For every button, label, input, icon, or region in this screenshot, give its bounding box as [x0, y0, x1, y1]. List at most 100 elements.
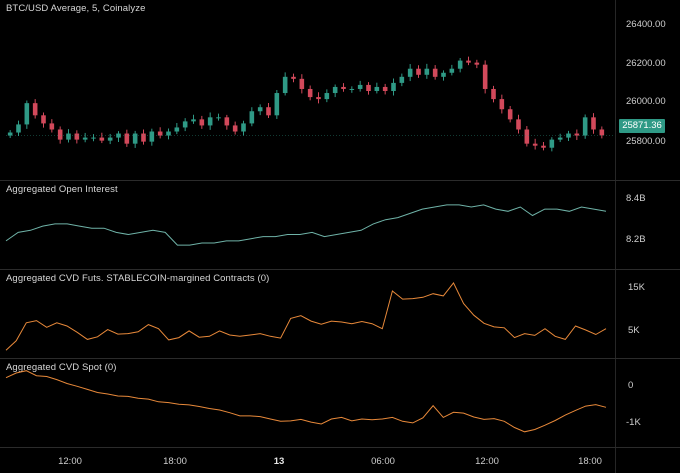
cvd-spot-line: [5, 370, 607, 433]
candle-body: [266, 107, 271, 116]
candle-body: [507, 109, 513, 120]
candle-body: [541, 145, 546, 148]
candle-body: [249, 111, 255, 124]
cvd-spot-tick-0: 0: [628, 380, 634, 391]
candle-body: [174, 127, 180, 132]
candle-body: [132, 133, 138, 144]
candle-body: [557, 137, 563, 140]
time-tick-1800-b: 18:00: [578, 456, 602, 467]
candle-body: [307, 88, 313, 98]
candle-body: [82, 137, 88, 140]
price-pane-title: BTC/USD Average, 5, Coinalyze: [6, 3, 146, 14]
candle-body: [7, 132, 13, 136]
candle-body: [332, 86, 338, 94]
candle-body: [241, 123, 246, 132]
candle-body: [291, 76, 296, 79]
candle-body: [441, 72, 446, 77]
candle-body: [24, 103, 30, 125]
cvd-futs-tick-5k: 5K: [628, 325, 640, 336]
candle-body: [57, 129, 63, 140]
open-interest-pane[interactable]: Aggregated Open Interest 8.4B 8.2B: [0, 181, 680, 269]
candle-body: [474, 62, 480, 65]
candle-body: [141, 133, 146, 142]
price-scale-separator: [615, 0, 616, 473]
cvd-futs-tick-15k: 15K: [628, 282, 645, 293]
candle-body: [74, 133, 80, 140]
candle-body: [316, 97, 321, 100]
candle-body: [599, 129, 605, 136]
candle-body: [349, 88, 355, 90]
pane-divider[interactable]: [0, 358, 680, 359]
cvd-spot-pane-title: Aggregated CVD Spot (0): [6, 362, 117, 373]
candle-body: [382, 86, 388, 91]
price-pane[interactable]: BTC/USD Average, 5, Coinalyze 26400.00 2…: [0, 0, 680, 180]
cvd-futs-pane[interactable]: Aggregated CVD Futs. STABLECOIN-margined…: [0, 270, 680, 358]
candle-body: [466, 60, 471, 63]
candle-body: [524, 129, 530, 144]
candle-body: [374, 86, 380, 91]
time-tick-0600: 06:00: [371, 456, 395, 467]
candle-body: [166, 131, 171, 136]
time-axis-divider: [0, 447, 680, 448]
candle-body: [32, 103, 38, 116]
candle-body: [49, 123, 55, 130]
candle-body: [282, 76, 288, 94]
candle-body: [66, 133, 71, 140]
candle-body: [224, 117, 230, 126]
candle-body: [116, 133, 121, 138]
candle-body: [582, 117, 588, 136]
candle-body: [199, 119, 205, 126]
candle-body: [457, 60, 463, 69]
cvd-futs-line: [5, 281, 607, 351]
oi-tick-8.4b: 8.4B: [626, 193, 646, 204]
candle-body: [99, 137, 105, 141]
candle-body: [341, 86, 346, 89]
oi-tick-8.2b: 8.2B: [626, 234, 646, 245]
candle-body: [182, 121, 188, 128]
pane-divider[interactable]: [0, 180, 680, 181]
candle-body: [449, 68, 455, 73]
candle-body: [216, 117, 221, 119]
candle-body: [407, 68, 413, 77]
candle-body: [357, 84, 363, 89]
candle-body: [499, 99, 505, 110]
candle-body: [366, 84, 371, 91]
candle-body: [482, 64, 488, 89]
candle-body: [149, 131, 155, 142]
cvd-spot-tick-minus-1k: -1K: [626, 417, 641, 428]
candle-body: [91, 137, 96, 139]
cvd-futs-pane-title: Aggregated CVD Futs. STABLECOIN-margined…: [6, 273, 270, 284]
candle-body: [191, 119, 196, 122]
candle-body: [424, 68, 430, 75]
candle-body: [274, 93, 280, 116]
candle-body: [566, 133, 571, 138]
candle-body: [516, 119, 521, 130]
candle-body: [416, 68, 421, 75]
candle-body: [532, 143, 538, 146]
candle-body: [391, 82, 396, 91]
candle-body: [124, 133, 130, 144]
price-tick-26000: 26000.00: [626, 96, 666, 107]
last-price-badge: 25871.36: [619, 119, 665, 133]
candle-body: [207, 117, 213, 126]
candle-body: [16, 124, 21, 133]
candle-body: [591, 117, 596, 130]
candle-body: [432, 68, 438, 77]
price-tick-26200: 26200.00: [626, 58, 666, 69]
candle-body: [299, 78, 305, 89]
price-tick-25800: 25800.00: [626, 136, 666, 147]
cvd-spot-pane[interactable]: Aggregated CVD Spot (0) 0 -1K: [0, 359, 680, 447]
candle-body: [157, 131, 163, 136]
candle-body: [107, 137, 113, 141]
candle-body: [574, 133, 580, 136]
candle-body: [399, 76, 405, 83]
candle-body: [257, 107, 263, 112]
candle-body: [491, 88, 496, 100]
candle-body: [324, 93, 330, 100]
open-interest-line: [5, 204, 607, 246]
price-tick-26400: 26400.00: [626, 19, 666, 30]
open-interest-pane-title: Aggregated Open Interest: [6, 184, 118, 195]
time-tick-day-13: 13: [273, 456, 285, 467]
pane-divider[interactable]: [0, 269, 680, 270]
